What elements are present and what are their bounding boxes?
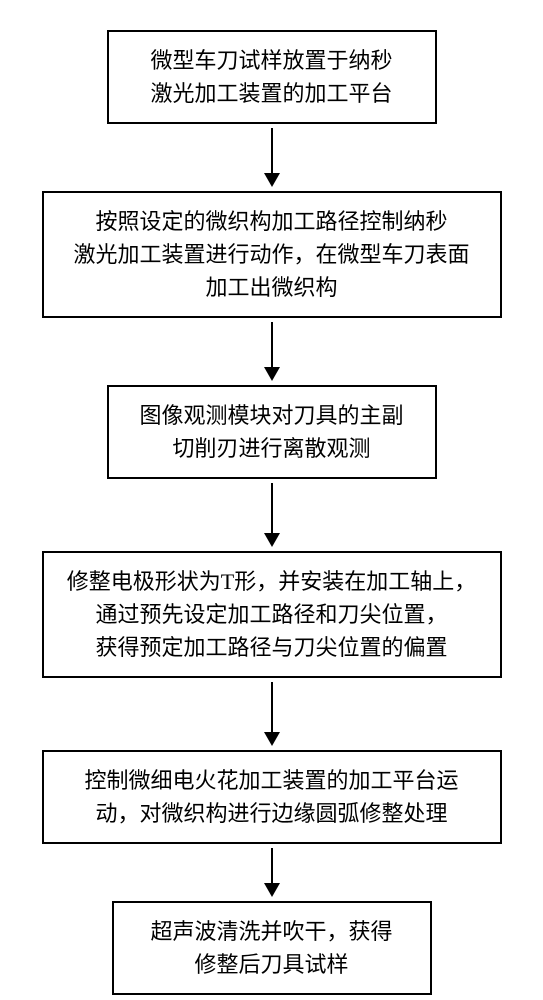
flow-step-4-text: 修整电极形状为T形，并安装在加工轴上，通过预先设定加工路径和刀尖位置，获得预定加… — [67, 569, 476, 660]
flow-step-4: 修整电极形状为T形，并安装在加工轴上，通过预先设定加工路径和刀尖位置，获得预定加… — [42, 551, 502, 678]
flow-step-1-text: 微型车刀试样放置于纳秒激光加工装置的加工平台 — [150, 48, 392, 106]
arrow-line — [271, 128, 273, 173]
arrow-line — [271, 322, 273, 367]
flow-step-6-text: 超声波清洗并吹干，获得修整后刀具试样 — [150, 919, 392, 977]
arrow-4 — [264, 682, 280, 746]
flow-step-5: 控制微细电火花加工装置的加工平台运动，对微织构进行边缘圆弧修整处理 — [42, 750, 502, 844]
arrow-line — [271, 848, 273, 883]
flow-step-5-text: 控制微细电火花加工装置的加工平台运动，对微织构进行边缘圆弧修整处理 — [84, 768, 458, 826]
flow-step-6: 超声波清洗并吹干，获得修整后刀具试样 — [112, 901, 432, 995]
arrow-head-icon — [264, 367, 280, 381]
arrow-head-icon — [264, 173, 280, 187]
arrow-line — [271, 483, 273, 533]
flow-step-3: 图像观测模块对刀具的主副切削刃进行离散观测 — [107, 385, 437, 479]
arrow-1 — [264, 128, 280, 187]
arrow-3 — [264, 483, 280, 547]
arrow-5 — [264, 848, 280, 897]
arrow-line — [271, 682, 273, 732]
flow-step-2-text: 按照设定的微织构加工路径控制纳秒激光加工装置进行动作，在微型车刀表面加工出微织构 — [73, 209, 469, 300]
flow-step-3-text: 图像观测模块对刀具的主副切削刃进行离散观测 — [139, 403, 403, 461]
flow-step-1: 微型车刀试样放置于纳秒激光加工装置的加工平台 — [107, 30, 437, 124]
arrow-head-icon — [264, 533, 280, 547]
flow-step-2: 按照设定的微织构加工路径控制纳秒激光加工装置进行动作，在微型车刀表面加工出微织构 — [42, 191, 502, 318]
arrow-head-icon — [264, 732, 280, 746]
arrow-head-icon — [264, 883, 280, 897]
arrow-2 — [264, 322, 280, 381]
